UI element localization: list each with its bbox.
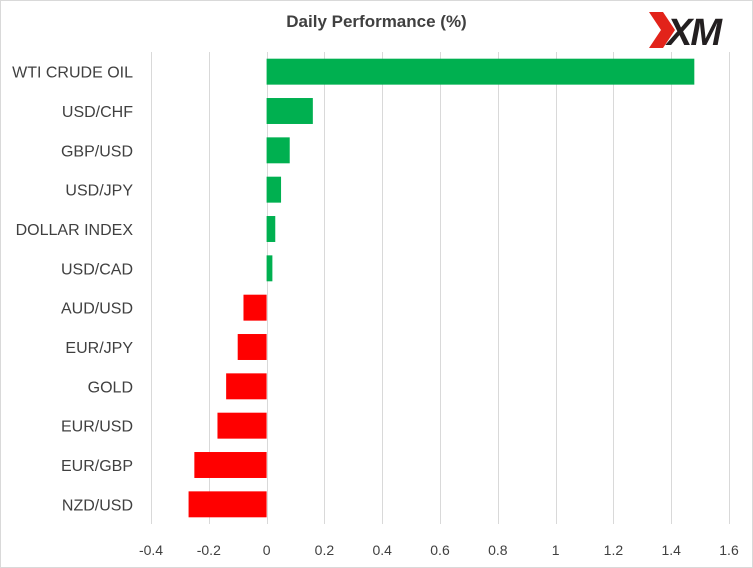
category-labels: WTI CRUDE OIL USD/CHF GBP/USD USD/JPY DOLLAR… [12, 65, 133, 515]
category-label: DOLLAR INDEX [16, 222, 134, 239]
bar [226, 373, 267, 400]
x-tick-label: 1 [552, 542, 560, 558]
bar [266, 216, 276, 242]
x-tick-label: 1.6 [719, 542, 739, 558]
x-tick-labels: -0.4 -0.2 0 0.2 0.4 0.6 0.8 1 1.2 1.4 1.6 [139, 542, 739, 558]
category-label: EUR/GBP [61, 458, 133, 475]
x-tick-label: 1.4 [661, 542, 681, 558]
category-label: USD/CAD [61, 261, 133, 278]
x-tick-label: 0.4 [372, 542, 392, 558]
bar [237, 334, 267, 360]
category-label: GOLD [88, 379, 133, 396]
gridlines [151, 52, 730, 524]
category-label: WTI CRUDE OIL [12, 65, 133, 82]
x-tick-label: -0.4 [139, 542, 163, 558]
x-tick-label: 0.8 [488, 542, 508, 558]
category-label: AUD/USD [61, 301, 133, 318]
bar [194, 452, 267, 478]
bar [266, 176, 282, 203]
x-tick-label: 0.6 [430, 542, 450, 558]
logo-red-chevron [649, 12, 675, 48]
bar [266, 98, 313, 124]
bar [188, 491, 267, 518]
bars [188, 58, 695, 518]
bar [266, 137, 290, 164]
bar [243, 294, 267, 321]
category-label: EUR/JPY [65, 340, 133, 357]
chart-title: Daily Performance (%) [286, 12, 467, 31]
logo-text: XM [665, 12, 723, 52]
xm-logo: XM [649, 12, 725, 52]
category-label: GBP/USD [61, 143, 133, 160]
x-tick-label: 1.2 [604, 542, 624, 558]
category-label: NZD/USD [62, 497, 133, 514]
bar [266, 255, 273, 282]
category-label: USD/CHF [62, 104, 133, 121]
bar [266, 58, 695, 85]
x-tick-label: 0.2 [315, 542, 335, 558]
x-tick-label: -0.2 [197, 542, 221, 558]
category-label: USD/JPY [65, 183, 133, 200]
category-label: EUR/USD [61, 419, 133, 436]
bar [217, 412, 267, 439]
x-tick-label: 0 [263, 542, 271, 558]
